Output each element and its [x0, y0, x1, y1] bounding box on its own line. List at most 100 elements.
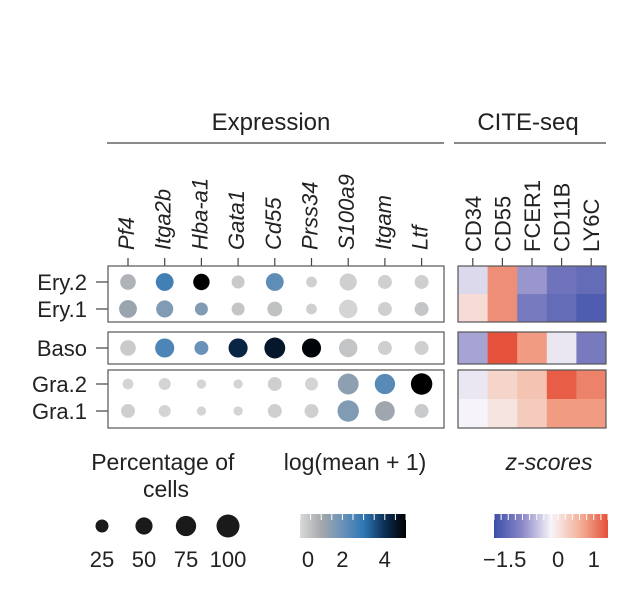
heat-cell-gra-1-cd34	[458, 399, 488, 428]
size-legend-label-50: 50	[132, 547, 156, 572]
heat-cell-ery-1-cd55	[487, 294, 518, 322]
gene-label-cd55: Cd55	[261, 197, 286, 250]
dot-baso-prss34	[301, 338, 322, 358]
marker-label-cd11b: CD11B	[550, 183, 575, 252]
dot-gra-1-hba-a1	[196, 406, 207, 416]
gene-label-ltf: Ltf	[408, 223, 433, 250]
heat-cell-ery-1-cd11b	[546, 294, 577, 322]
dot-ery-1-itga2b	[156, 300, 174, 318]
dot-ery-2-ltf	[414, 275, 429, 289]
dot-baso-pf4	[120, 340, 136, 356]
heatmap-panels	[457, 265, 607, 429]
gene-labels: Pf4 Itga2b Hba-a1 Gata1 Cd55 Prss34 S100a9 Itga…	[114, 174, 433, 266]
marker-label-cd34: CD34	[461, 196, 486, 252]
dot-gra-1-prss34	[304, 404, 319, 418]
heat-cell-gra-1-fcer1	[517, 399, 548, 428]
dot-baso-cd55	[264, 337, 286, 359]
dot-baso-itgam	[377, 341, 392, 355]
heat-cell-gra-1-ly6c	[576, 399, 607, 428]
dot-ery-2-s100a9	[339, 273, 357, 291]
dot-gra-1-gata1	[233, 406, 243, 416]
size-legend-label-100: 100	[210, 547, 247, 572]
dots	[119, 273, 433, 422]
marker-label-fcer1: FCER1	[520, 180, 545, 252]
dot-baso-ltf	[414, 341, 429, 355]
cite-seq-title: CITE-seq	[477, 109, 578, 136]
heatmap-cells	[458, 266, 607, 428]
zscore-tick-label: 1	[588, 547, 600, 572]
dot-gra-2-itga2b	[158, 378, 171, 390]
heat-cell-ery-1-fcer1	[517, 294, 548, 322]
heat-cell-ery-2-cd55	[487, 266, 518, 294]
dotplot-panels	[107, 265, 445, 429]
color-legend-title: log(mean + 1)	[284, 449, 427, 475]
marker-label-ly6c: LY6C	[579, 198, 604, 252]
size-legend-dot-50	[135, 517, 153, 535]
dot-gra-1-itga2b	[158, 405, 171, 417]
row-label-ery-2: Ery.2	[37, 270, 87, 295]
dot-gra-2-hba-a1	[196, 379, 207, 389]
size-legend-label-25: 25	[90, 547, 114, 572]
size-legend-title-line1: Percentage of	[91, 449, 235, 475]
row-label-gra-1: Gra.1	[32, 399, 87, 424]
gene-label-gata1: Gata1	[224, 190, 249, 250]
dot-gra-1-s100a9	[337, 400, 359, 422]
marker-label-cd55: CD55	[490, 196, 515, 252]
expression-tick-label: 2	[336, 547, 348, 572]
zscore-legend-title: z-scores	[505, 449, 593, 475]
zscore-tick-label: 0	[552, 547, 564, 572]
gene-label-s100a9: S100a9	[334, 174, 359, 250]
zscore-tick-label: −1.5	[483, 547, 526, 572]
heat-cell-gra-2-ly6c	[576, 370, 607, 399]
heat-cell-gra-1-cd11b	[546, 399, 577, 428]
dot-ery-1-hba-a1	[194, 302, 208, 316]
dot-gra-2-pf4	[122, 378, 134, 390]
dot-gra-1-cd55	[267, 404, 282, 418]
gene-label-pf4: Pf4	[114, 217, 139, 250]
heat-cell-baso-ly6c	[576, 332, 607, 364]
dot-ery-1-gata1	[231, 302, 245, 316]
zscore-colorbar-ticks: −1.5 0 1	[483, 514, 609, 572]
expression-tick-label: 4	[379, 547, 391, 572]
heatmap-panel-ery	[457, 265, 607, 323]
heat-cell-ery-1-cd34	[458, 294, 488, 322]
dot-gra-1-ltf	[414, 404, 429, 418]
heat-cell-ery-2-cd11b	[546, 266, 577, 294]
dot-gra-2-gata1	[233, 379, 243, 389]
heat-cell-gra-2-fcer1	[517, 370, 548, 399]
size-legend-dot-25	[95, 519, 109, 533]
heat-cell-ery-2-cd34	[458, 266, 488, 294]
expression-title: Expression	[212, 109, 331, 136]
dot-ery-1-cd55	[267, 301, 283, 317]
heat-cell-baso-cd55	[487, 332, 518, 364]
dot-baso-hba-a1	[194, 341, 209, 355]
heatmap-panel-baso	[457, 331, 607, 365]
expression-tick-label: 0	[302, 547, 314, 572]
dot-gra-1-itgam	[375, 401, 395, 421]
dot-ery-1-prss34	[306, 303, 317, 315]
dot-ery-2-itga2b	[155, 273, 174, 291]
size-legend-title: Percentage of cells	[91, 449, 241, 502]
dot-ery-1-ltf	[414, 302, 429, 316]
heat-cell-gra-2-cd11b	[546, 370, 577, 399]
heat-cell-gra-2-cd55	[487, 370, 518, 399]
dotplot-panel-baso	[107, 331, 445, 365]
dot-ery-2-gata1	[231, 275, 245, 289]
heat-cell-gra-2-cd34	[458, 370, 488, 399]
dot-ery-2-cd55	[265, 273, 284, 291]
heat-cell-baso-cd34	[458, 332, 488, 364]
gene-label-itga2b: Itga2b	[151, 189, 176, 250]
heat-cell-baso-cd11b	[546, 332, 577, 364]
row-label-ery-1: Ery.1	[37, 297, 87, 322]
dot-baso-s100a9	[338, 338, 358, 358]
heat-cell-ery-2-fcer1	[517, 266, 548, 294]
size-legend-label-75: 75	[174, 547, 198, 572]
heat-cell-ery-1-ly6c	[576, 294, 607, 322]
size-legend-title-line2: cells	[143, 476, 189, 502]
dot-ery-1-s100a9	[338, 299, 358, 319]
dot-gra-2-ltf	[410, 373, 433, 395]
dot-baso-gata1	[228, 338, 248, 358]
